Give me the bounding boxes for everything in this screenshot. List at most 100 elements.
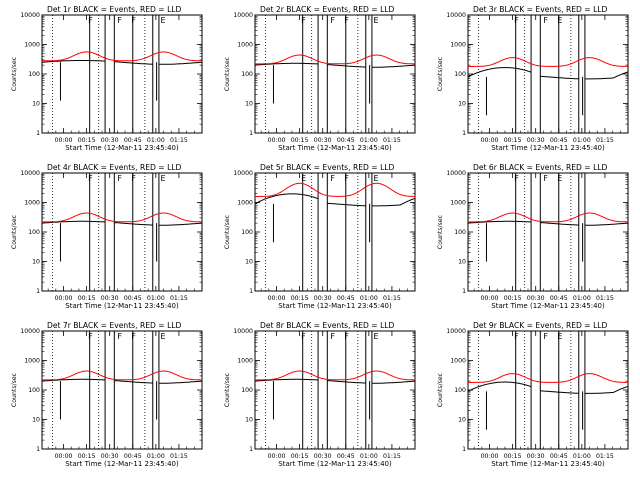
flag-label: E — [160, 332, 165, 341]
flag-label: E — [557, 332, 562, 341]
y-axis-label: Counts/sec — [11, 56, 18, 91]
series-events-line — [468, 220, 629, 226]
y-tick-label: 100 — [241, 387, 253, 394]
y-tick-label: 100 — [454, 387, 466, 394]
panel-det-2r: Det 2r BLACK = Events, RED = LLD 1 10 100 10… — [224, 5, 416, 152]
plot-frame — [467, 172, 629, 292]
x-tick-label: 00:30 — [101, 453, 119, 460]
flag-label: F — [330, 174, 335, 183]
y-tick-label: 1000 — [237, 42, 253, 49]
y-tick-label: 1 — [462, 446, 466, 453]
y-axis-label: Counts/sec — [224, 56, 231, 91]
plot-frame — [467, 14, 629, 134]
flag-label: F — [514, 332, 519, 341]
x-axis-label: Start Time (12-Mar-11 23:45:40) — [491, 144, 605, 152]
y-axis-label: Counts/sec — [11, 372, 18, 407]
y-tick-label: 1 — [36, 288, 40, 295]
y-axis-label: Counts/sec — [437, 214, 444, 249]
panel-det-1r: Det 1r BLACK = Events, RED = LLD 1 10 100 10… — [11, 5, 203, 152]
series-events-line — [255, 378, 416, 384]
flag-label: F — [301, 332, 306, 341]
series-events-line — [41, 60, 202, 65]
y-tick-label: 10 — [458, 101, 466, 108]
y-tick-label: 10000 — [20, 328, 40, 335]
flag-label: E — [373, 332, 378, 341]
x-tick-label: 00:15 — [78, 295, 96, 302]
x-tick-label: 00:45 — [124, 453, 142, 460]
y-tick-label: 1 — [249, 446, 253, 453]
x-tick-label: 01:15 — [170, 295, 188, 302]
y-tick-label: 100 — [241, 71, 253, 78]
panel-title: Det 4r BLACK = Events, RED = LLD — [47, 163, 182, 172]
panel-det-9r: Det 9r BLACK = Events, RED = LLD 1 10 100 10… — [437, 321, 629, 468]
panel-title: Det 7r BLACK = Events, RED = LLD — [47, 321, 182, 330]
x-tick-label: 00:15 — [291, 453, 309, 460]
x-tick-label: 00:15 — [504, 137, 522, 144]
y-tick-label: 10000 — [233, 328, 253, 335]
x-tick-label: 00:00 — [481, 137, 499, 144]
x-axis-label: Start Time (12-Mar-11 23:45:40) — [278, 144, 392, 152]
y-axis-label: Counts/sec — [437, 56, 444, 91]
x-tick-label: 00:30 — [527, 453, 545, 460]
x-tick-label: 00:30 — [101, 137, 119, 144]
series-lld-line — [42, 212, 202, 223]
y-tick-label: 10 — [245, 417, 253, 424]
y-tick-label: 1000 — [237, 358, 253, 365]
x-tick-label: 00:30 — [314, 137, 332, 144]
x-tick-label: 00:45 — [550, 137, 568, 144]
x-axis-label: Start Time (12-Mar-11 23:45:40) — [278, 460, 392, 468]
panel-title: Det 8r BLACK = Events, RED = LLD — [260, 321, 395, 330]
y-tick-label: 100 — [454, 71, 466, 78]
x-tick-label: 00:15 — [504, 295, 522, 302]
y-tick-label: 1000 — [450, 42, 466, 49]
y-tick-label: 1 — [462, 130, 466, 137]
y-tick-label: 10000 — [446, 12, 466, 19]
flag-label: F — [117, 16, 122, 25]
y-tick-label: 1 — [36, 130, 40, 137]
x-tick-label: 01:15 — [596, 453, 614, 460]
x-tick-label: 00:15 — [78, 453, 96, 460]
x-tick-label: 01:00 — [147, 453, 165, 460]
y-axis-label: Counts/sec — [224, 372, 231, 407]
panel-title: Det 6r BLACK = Events, RED = LLD — [473, 163, 608, 172]
y-tick-label: 1 — [462, 288, 466, 295]
flag-label: F — [117, 174, 122, 183]
flag-label: F — [117, 332, 122, 341]
y-tick-label: 100 — [28, 71, 40, 78]
y-tick-label: 10 — [458, 417, 466, 424]
x-tick-label: 00:00 — [55, 453, 73, 460]
x-tick-label: 01:15 — [596, 137, 614, 144]
x-axis-label: Start Time (12-Mar-11 23:45:40) — [491, 302, 605, 310]
y-tick-label: 1 — [249, 288, 253, 295]
plot-frame — [41, 14, 203, 134]
x-tick-label: 01:15 — [170, 137, 188, 144]
series-lld-line — [42, 370, 202, 381]
plot-frame — [41, 330, 203, 450]
y-axis-label: Counts/sec — [11, 214, 18, 249]
series-events-line — [42, 378, 203, 384]
series-lld-line — [255, 370, 415, 381]
flag-label: E — [160, 174, 165, 183]
y-tick-label: 10 — [32, 101, 40, 108]
series-lld-line — [42, 51, 202, 62]
x-tick-label: 00:30 — [527, 295, 545, 302]
x-axis-label: Start Time (12-Mar-11 23:45:40) — [278, 302, 392, 310]
y-tick-label: 10000 — [446, 328, 466, 335]
y-tick-label: 1000 — [450, 200, 466, 207]
x-tick-label: 01:15 — [170, 453, 188, 460]
x-tick-label: 00:00 — [268, 295, 286, 302]
flag-label: F — [88, 174, 93, 183]
flag-label: F — [344, 174, 349, 183]
x-tick-label: 01:00 — [360, 137, 378, 144]
x-tick-label: 00:30 — [314, 295, 332, 302]
x-tick-label: 01:00 — [147, 137, 165, 144]
x-tick-label: 00:30 — [314, 453, 332, 460]
x-tick-label: 00:00 — [481, 295, 499, 302]
x-tick-label: 00:15 — [504, 453, 522, 460]
series-lld-line — [255, 182, 415, 197]
y-tick-label: 100 — [241, 229, 253, 236]
flag-label: E — [557, 174, 562, 183]
panel-title: Det 1r BLACK = Events, RED = LLD — [47, 5, 182, 14]
y-tick-label: 100 — [28, 387, 40, 394]
flag-label: E — [160, 16, 165, 25]
